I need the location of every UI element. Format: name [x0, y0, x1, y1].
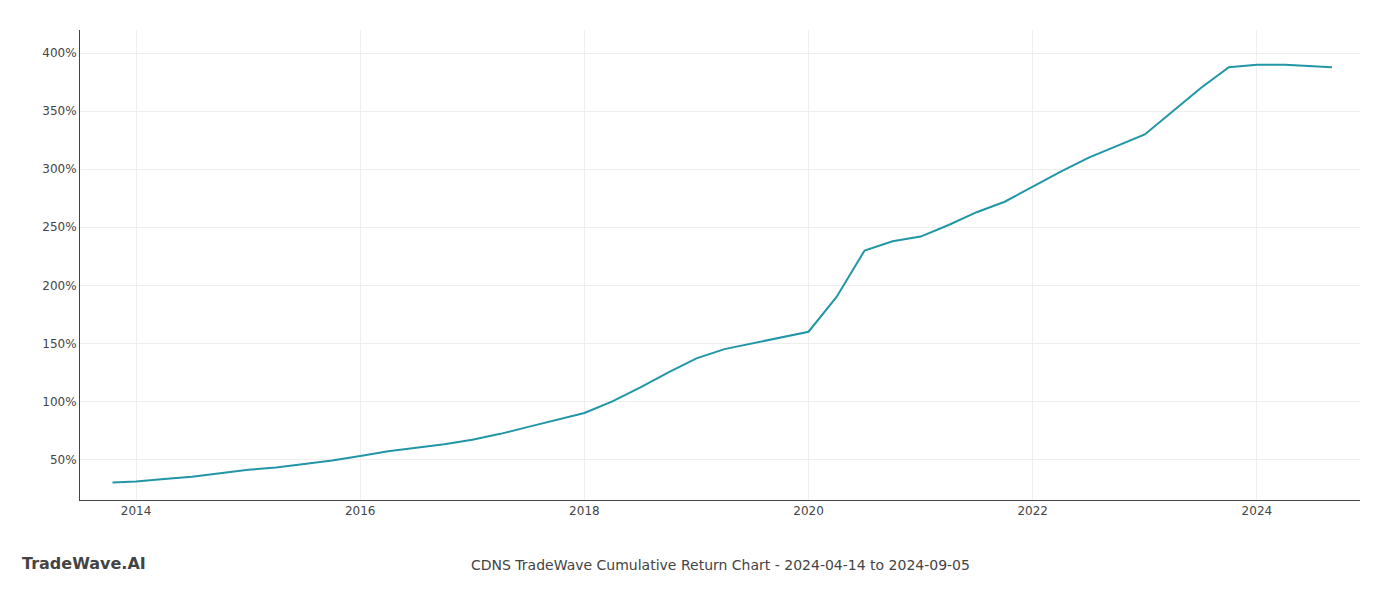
svg-text:TradeWave.AI: TradeWave.AI — [22, 554, 146, 573]
svg-text:200%: 200% — [42, 279, 76, 293]
svg-text:CDNS TradeWave Cumulative Retu: CDNS TradeWave Cumulative Return Chart -… — [471, 557, 970, 573]
svg-text:2024: 2024 — [1242, 504, 1273, 518]
svg-text:50%: 50% — [50, 453, 77, 467]
svg-text:300%: 300% — [42, 162, 76, 176]
svg-text:150%: 150% — [42, 337, 76, 351]
svg-text:2018: 2018 — [569, 504, 600, 518]
svg-text:2016: 2016 — [345, 504, 376, 518]
svg-text:2014: 2014 — [121, 504, 152, 518]
svg-text:100%: 100% — [42, 395, 76, 409]
svg-text:400%: 400% — [42, 46, 76, 60]
svg-text:250%: 250% — [42, 220, 76, 234]
svg-text:2020: 2020 — [793, 504, 824, 518]
svg-text:2022: 2022 — [1017, 504, 1048, 518]
svg-text:350%: 350% — [42, 104, 76, 118]
